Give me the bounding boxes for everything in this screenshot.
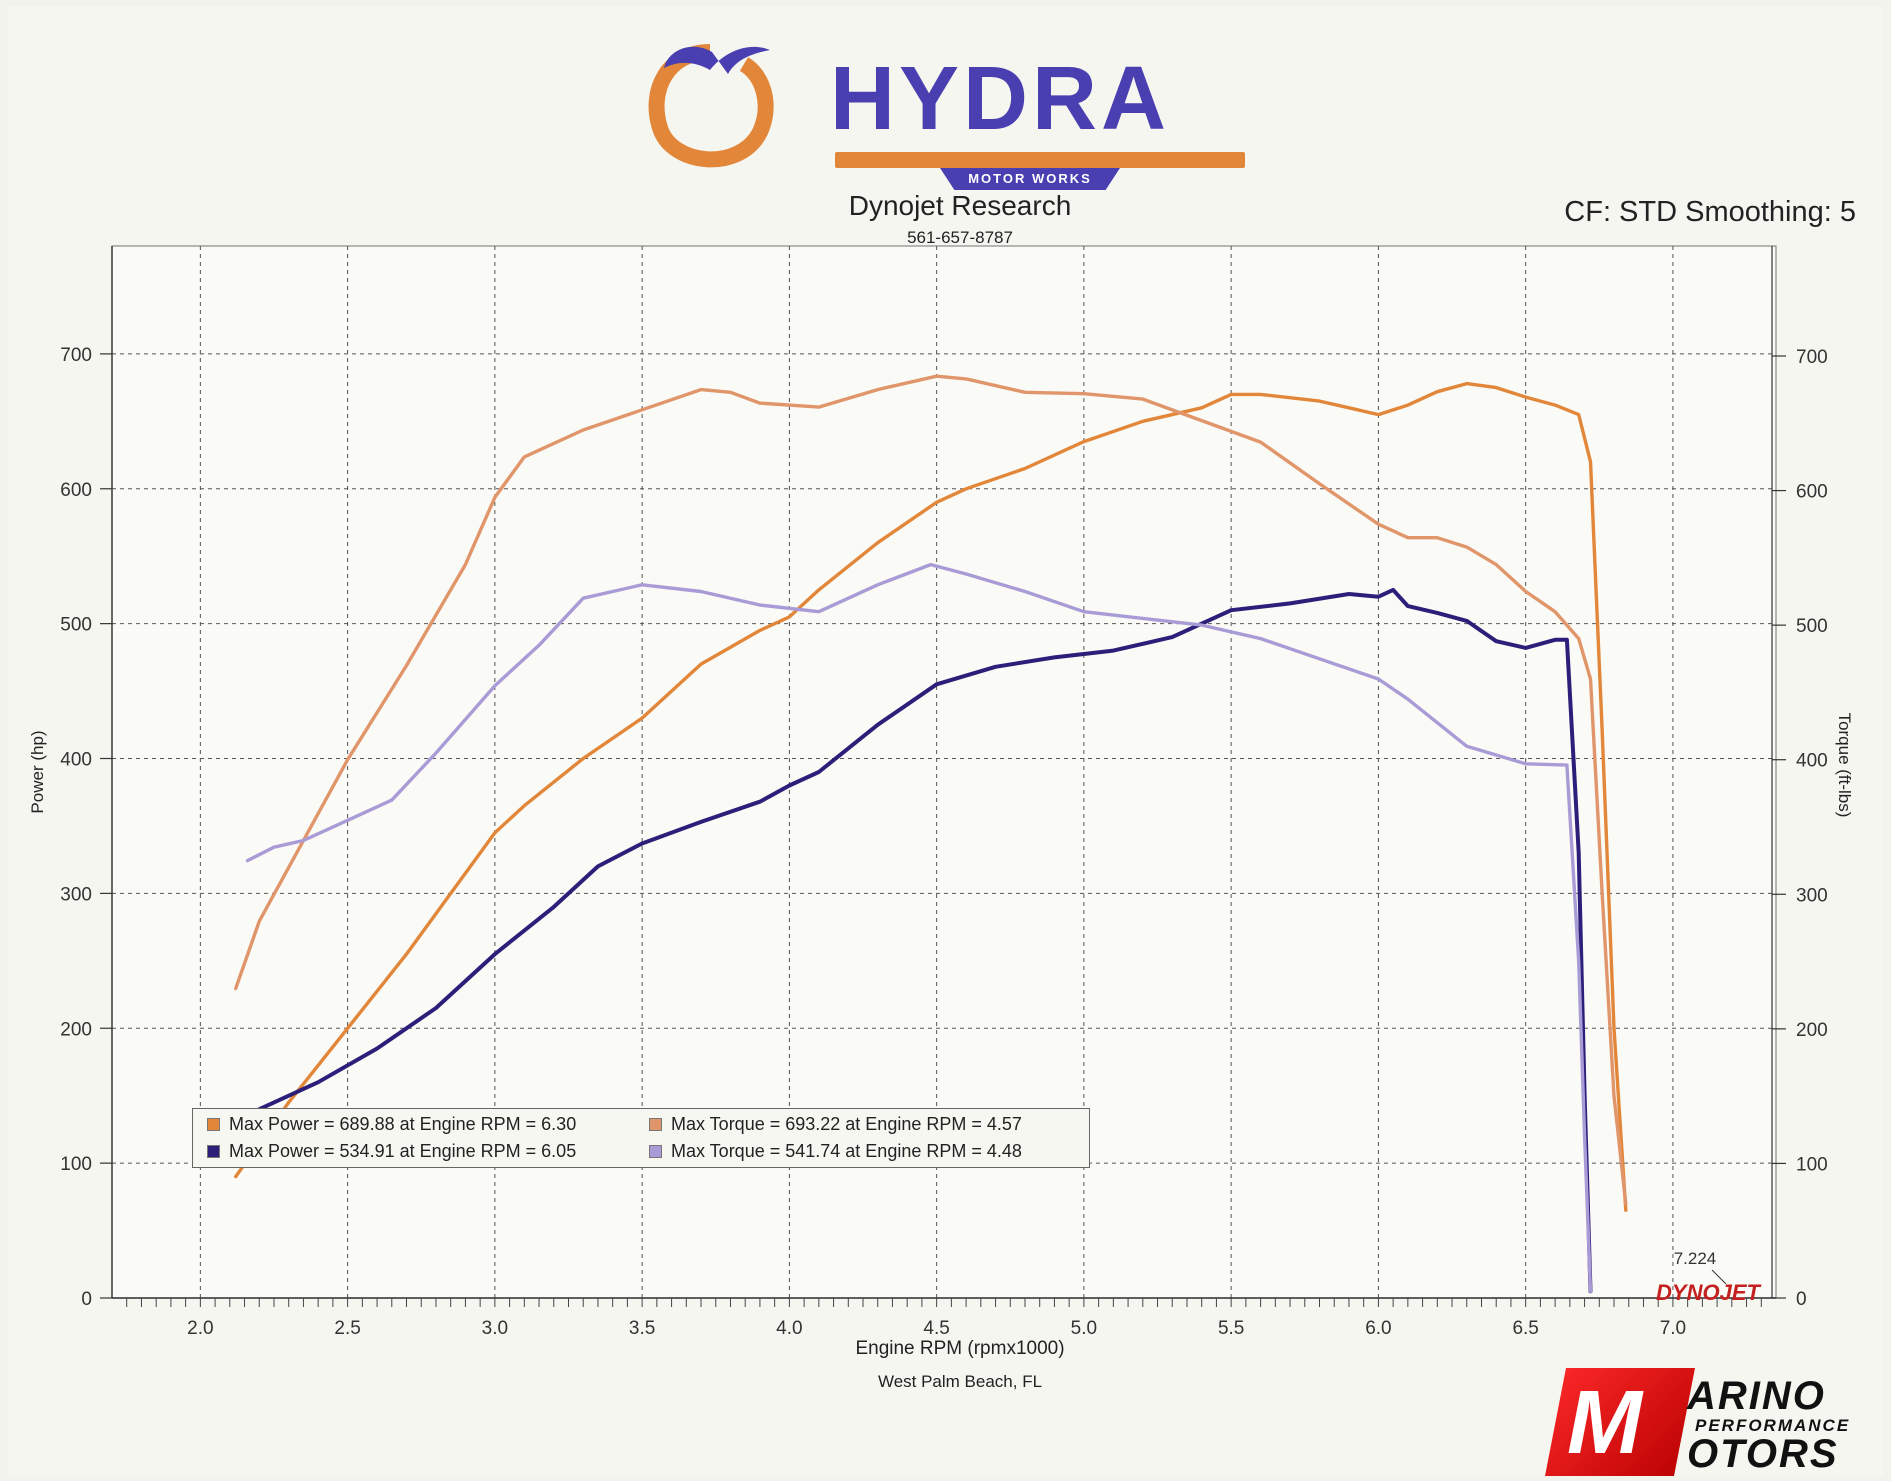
legend-item-max-power-2: Max Power = 534.91 at Engine RPM = 6.05 bbox=[207, 1141, 576, 1162]
legend-item-max-power-1: Max Power = 689.88 at Engine RPM = 6.30 bbox=[207, 1114, 576, 1135]
legend-swatch bbox=[207, 1145, 220, 1158]
y2-tick-label: 400 bbox=[1796, 751, 1828, 772]
x-tick-label: 3.0 bbox=[482, 1318, 508, 1339]
legend-swatch bbox=[649, 1118, 662, 1131]
y2-tick-label: 200 bbox=[1796, 1020, 1828, 1041]
y2-tick-label: 0 bbox=[1796, 1289, 1807, 1310]
x-tick-label: 3.5 bbox=[629, 1318, 655, 1339]
legend-label: Max Power = 689.88 at Engine RPM = 6.30 bbox=[229, 1114, 577, 1134]
end-rpm-marker: 7.224 bbox=[1674, 1249, 1717, 1268]
brand-top-text: ARINO bbox=[1687, 1374, 1826, 1418]
x-tick-label: 6.0 bbox=[1365, 1318, 1391, 1339]
y2-tick-label: 100 bbox=[1796, 1154, 1828, 1175]
series-line-2 bbox=[234, 374, 1628, 1206]
hydra-logo: HYDRA MOTOR WORKS bbox=[640, 30, 1280, 190]
y-tick-label: 700 bbox=[60, 345, 92, 366]
y-tick-label: 100 bbox=[60, 1154, 92, 1175]
legend-swatch bbox=[649, 1145, 662, 1158]
legend-label: Max Torque = 541.74 at Engine RPM = 4.48 bbox=[671, 1141, 1022, 1161]
dynojet-logo: DYNOJET bbox=[1656, 1280, 1761, 1305]
legend: Max Power = 689.88 at Engine RPM = 6.30 … bbox=[192, 1108, 1090, 1168]
y-tick-label: 400 bbox=[60, 750, 92, 771]
correction-factor: CF: STD Smoothing: 5 bbox=[1564, 196, 1856, 228]
y2-tick-label: 700 bbox=[1796, 347, 1828, 368]
x-tick-label: 2.0 bbox=[187, 1318, 213, 1339]
x-tick-label: 5.5 bbox=[1218, 1318, 1244, 1339]
marino-brand-logo: M ARINO PERFORMANCE OTORS bbox=[1545, 1368, 1885, 1476]
legend-item-max-torque-2: Max Torque = 541.74 at Engine RPM = 4.48 bbox=[649, 1141, 1022, 1162]
logo-underline bbox=[835, 152, 1245, 168]
legend-swatch bbox=[207, 1118, 220, 1131]
brand-middle-text: PERFORMANCE bbox=[1695, 1416, 1851, 1435]
y-tick-label: 200 bbox=[60, 1019, 92, 1040]
x-tick-label: 7.0 bbox=[1660, 1318, 1686, 1339]
x-axis-title: Engine RPM (rpmx1000) bbox=[855, 1338, 1065, 1359]
legend-label: Max Power = 534.91 at Engine RPM = 6.05 bbox=[229, 1141, 577, 1161]
y-axis-title-torque: Torque (ft-lbs) bbox=[1835, 712, 1854, 818]
y-tick-label: 600 bbox=[60, 480, 92, 501]
series-line-1 bbox=[234, 381, 1628, 1212]
y2-tick-label: 300 bbox=[1796, 885, 1828, 906]
y-axis-title-power: Power (hp) bbox=[28, 730, 47, 814]
brand-initial: M bbox=[1545, 1368, 1695, 1476]
report-title: Dynojet Research bbox=[848, 190, 1072, 221]
x-tick-label: 4.5 bbox=[923, 1318, 949, 1339]
y2-tick-label: 500 bbox=[1796, 616, 1828, 637]
x-tick-label: 5.0 bbox=[1071, 1318, 1097, 1339]
end-marker-leader bbox=[1711, 1269, 1727, 1285]
x-tick-label: 2.5 bbox=[334, 1318, 360, 1339]
series-line-4 bbox=[245, 562, 1593, 1293]
dragon-emblem-icon bbox=[648, 44, 774, 168]
brand-bottom-text: OTORS bbox=[1687, 1432, 1839, 1476]
y-tick-label: 0 bbox=[81, 1289, 92, 1310]
report-phone: 561-657-8787 bbox=[907, 228, 1013, 247]
series-line-3 bbox=[233, 587, 1593, 1294]
location-label: West Palm Beach, FL bbox=[877, 1372, 1043, 1391]
legend-item-max-torque-1: Max Torque = 693.22 at Engine RPM = 4.57 bbox=[649, 1114, 1022, 1135]
logo-subtitle: MOTOR WORKS bbox=[940, 168, 1120, 190]
y2-tick-label: 600 bbox=[1796, 482, 1828, 503]
logo-wordmark: HYDRA bbox=[830, 49, 1171, 149]
y-tick-label: 500 bbox=[60, 615, 92, 636]
y-tick-label: 300 bbox=[60, 884, 92, 905]
x-tick-label: 4.0 bbox=[776, 1318, 802, 1339]
x-tick-label: 6.5 bbox=[1512, 1318, 1538, 1339]
legend-label: Max Torque = 693.22 at Engine RPM = 4.57 bbox=[671, 1114, 1022, 1134]
